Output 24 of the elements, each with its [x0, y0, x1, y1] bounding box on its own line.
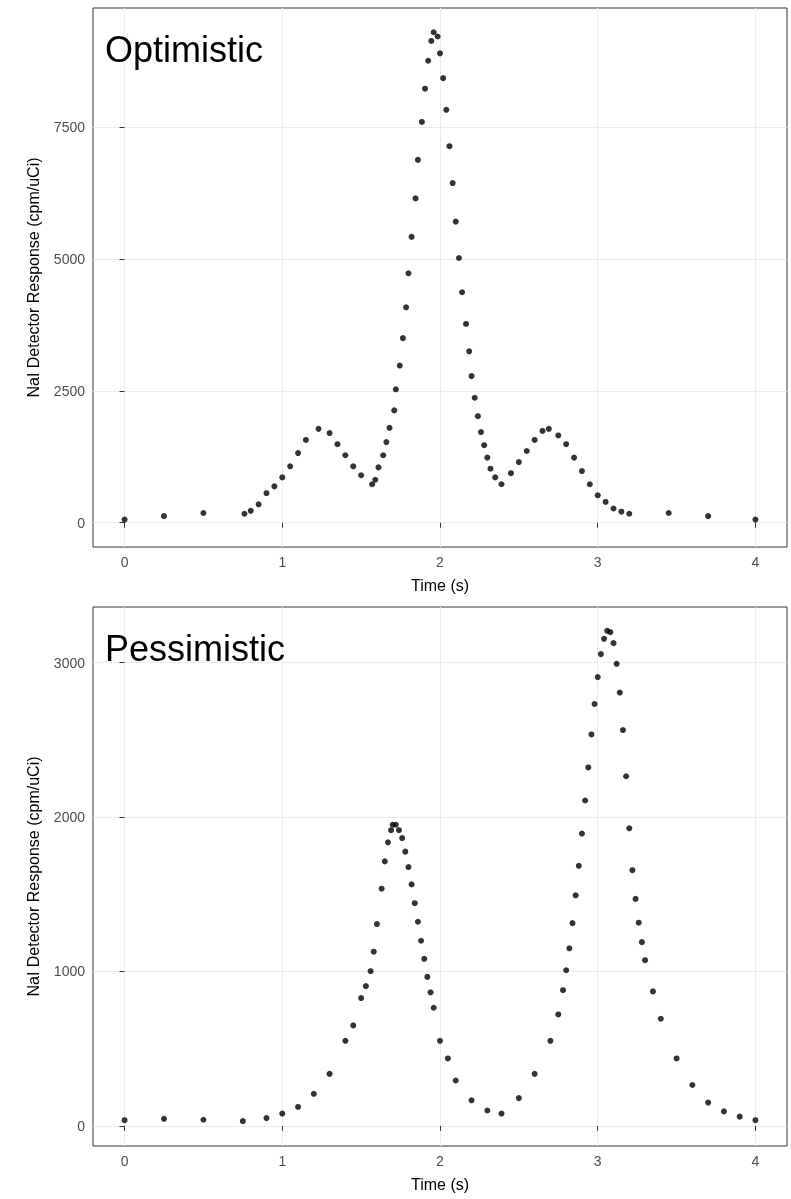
text: Optimistic — [105, 28, 264, 70]
y-tick-label: 1000 — [53, 963, 86, 980]
y-axis-title: NaI Detector Response (cpm/uCi) — [24, 756, 42, 997]
y-tick-label: 2500 — [53, 382, 86, 399]
x-tick-label: 1 — [278, 1153, 287, 1169]
x-tick-label: 4 — [751, 1153, 760, 1169]
x-tick-label: 0 — [120, 554, 129, 570]
y-tick-label: 0 — [77, 514, 86, 531]
x-tick-label: 0 — [120, 1153, 129, 1169]
text: Pessimistic — [105, 627, 286, 669]
x-axis-title: Time (s) — [410, 1175, 470, 1193]
y-tick-label: 0 — [77, 1117, 86, 1134]
y-tick-label: 5000 — [53, 251, 86, 268]
x-tick-label: 2 — [436, 554, 445, 570]
y-axis-title: NaI Detector Response (cpm/uCi) — [24, 157, 42, 398]
y-tick-label: 2000 — [53, 809, 86, 826]
x-tick-label: 1 — [278, 554, 287, 570]
x-tick-label: 2 — [436, 1153, 445, 1169]
x-tick-label: 3 — [593, 1153, 602, 1169]
x-tick-label: 4 — [751, 554, 760, 570]
y-tick-label: 3000 — [53, 654, 86, 671]
x-axis-title: Time (s) — [410, 576, 470, 594]
x-tick-label: 3 — [593, 554, 602, 570]
y-tick-label: 7500 — [53, 119, 86, 136]
